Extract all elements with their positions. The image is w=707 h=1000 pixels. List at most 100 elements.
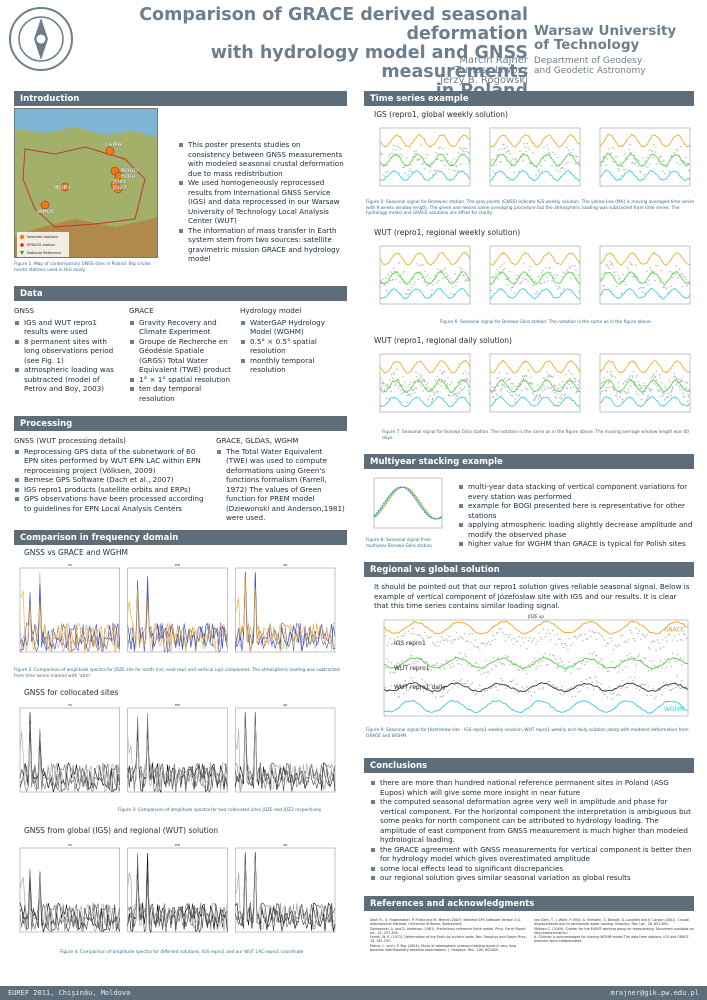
figure-1-caption: Figure 1: Map of contemporary GNSS sites… (14, 262, 151, 273)
regional-series-label: IGS repro1 (394, 640, 426, 647)
poster-header: Comparison of GRACE derived seasonal def… (0, 0, 707, 101)
stacking-plot (366, 474, 446, 536)
data-grace-item: Gravity Recovery and Climate Experiment (129, 318, 231, 337)
intro-bullet: The information of mass transfer in Eart… (178, 226, 344, 264)
panel-title: ew (175, 563, 180, 567)
reference-item: Völksen C. (2009): Charter for the EUREF… (534, 926, 694, 935)
spectrum-panel: up (235, 563, 336, 653)
processing-gnss-heading: GNSS (WUT processing details) (14, 436, 126, 445)
map-label-joze: JOZE (112, 179, 127, 185)
figure-6-caption: Figure 6: Seasonal signal for Borowa Gór… (440, 320, 653, 325)
reference-item: Petrov, L. and J.-P. Boy (2004), Study o… (370, 943, 517, 953)
regional-heading: Regional vs global solution (364, 562, 694, 577)
conclusion-bullet: the GRACE agreement with GNSS measuremen… (370, 845, 694, 864)
data-gnss-heading: GNSS (14, 306, 35, 315)
stacking-bullets: multi-year data stacking of vertical com… (458, 482, 694, 549)
figure-4-caption: Figure 4: Comparison of amplitude spectr… (60, 950, 304, 955)
panel-title: up (283, 563, 288, 567)
processing-gnss: GNSS (WUT processing details) Reprocessi… (14, 436, 210, 513)
spectrum-panel: ns (19, 843, 120, 934)
map-label-bor1: BOR1 (55, 185, 71, 191)
regional-series-label: GRACE (664, 627, 685, 634)
data-grace-heading: GRACE (129, 306, 154, 315)
poster-footer: EUREF 2011, Chişinău, Moldova mrajner@gi… (0, 986, 707, 1000)
regional-plot-title: JOZE up (527, 614, 544, 619)
conclusion-bullet: the computed seasonal deformation agree … (370, 797, 694, 845)
reference-item: Farrell, W. E. (1972), Deformation of th… (370, 935, 528, 944)
map-legend-national: National Reference (27, 251, 62, 255)
conclusion-bullet: some local effects lead to significant d… (370, 864, 694, 874)
freq-sub-3: GNSS from global (IGS) and regional (WUT… (24, 826, 219, 835)
freq-sub-1: GNSS vs GRACE and WGHM (24, 548, 128, 557)
timeseries-row-1 (366, 122, 696, 198)
panel-title: ns (68, 843, 72, 847)
map-label-bogi: BOGI (121, 174, 136, 180)
stacking-bullet: multi-year data stacking of vertical com… (458, 482, 694, 501)
data-gnss-item: atmospheric loading was subtracted (mode… (14, 365, 122, 394)
regional-plot: JOZE up IGS repro1 WUT repro1 WUT repro1 da… (366, 612, 696, 726)
data-hydrology: Hydrology model WaterGAP Hydrology Model… (240, 306, 346, 375)
stacking-bullet: example for BOGI presented here is repre… (458, 501, 694, 520)
poster-title: Comparison of GRACE derived seasonal def… (139, 5, 528, 101)
timeseries-panel (379, 353, 471, 413)
spectrum-panel: ns (19, 703, 120, 794)
data-hydro-heading: Hydrology model (240, 306, 302, 315)
timeseries-panel (489, 127, 581, 187)
spectrum-panel: ew (127, 703, 228, 794)
processing-gnss-item: IGS repro1 products (satellite orbits an… (14, 485, 210, 495)
figure-8-caption: Figure 8: Seasonal signal from multiyear… (366, 538, 432, 549)
data-grace-item: 1° × 1° spatial resolution (129, 375, 231, 385)
processing-heading: Processing (14, 416, 347, 431)
figure-3-caption: Figure 3: Comparison of amplitude spectr… (118, 808, 322, 813)
timeseries-panel (599, 245, 691, 305)
map-label-lama: LAMA (105, 142, 122, 148)
university-name: Warsaw University of Technology (534, 23, 677, 53)
spectrum-panel: ew (127, 563, 228, 654)
intro-heading: Introduction (14, 91, 347, 106)
data-hydro-item: 0.5° × 0.5° spatial resolution (240, 337, 346, 356)
data-grace: GRACE Gravity Recovery and Climate Exper… (129, 306, 231, 403)
spectra-row-1: ns ew up (14, 560, 347, 664)
stacking-bullet: applying atmospheric loading slightly de… (458, 520, 694, 539)
references-heading: References and acknowledgments (364, 896, 694, 911)
data-grace-item: Groupe de Recherche en Géodésie Spatiale… (129, 337, 231, 375)
data-hydro-item: WaterGAP Hydrology Model (WGHM) (240, 318, 346, 337)
references-left: Dach R., U. Hugentobler, P. Fridez and M… (370, 918, 530, 952)
conclusion-bullet: there are more than hundred national ref… (370, 778, 694, 797)
spectra-row-2: ns ew up (14, 700, 347, 804)
processing-gnss-item: Bernese GPS Software (Dach et al., 2007) (14, 475, 210, 485)
spectra-row-3: ns ew up (14, 840, 347, 944)
timeseries-row-3 (366, 348, 696, 424)
timeseries-row-2 (366, 240, 696, 316)
figure-7-caption: Figure 7: Seasonal signal for Borowa Gór… (382, 430, 690, 441)
conclusion-bullet: our regional solution gives similar seas… (370, 873, 694, 883)
panel-title: ns (68, 563, 72, 567)
data-gnss: GNSS IGS and WUT repro1 results were use… (14, 306, 122, 394)
stacking-heading: Multiyear stacking example (364, 454, 694, 469)
timeseries-panel (599, 353, 691, 413)
timeseries-heading: Time series example (364, 91, 694, 106)
data-grace-item: ten day temporal resolution (129, 384, 231, 403)
department-name: Department of Geodesy and Geodetic Astro… (534, 56, 646, 76)
regional-text: It should be pointed out that our repro1… (374, 582, 690, 610)
data-gnss-item: 8 permanent sites with long observations… (14, 337, 122, 366)
freq-sub-2: GNSS for collocated sites (24, 688, 119, 697)
intro-bullet: This poster presents studies on consiste… (178, 140, 344, 178)
figure-9-caption: Figure 9: Seasonal signal for Józefosław… (366, 728, 689, 739)
spectrum-panel: ns (19, 563, 120, 654)
spectrum-panel: ew (127, 843, 228, 934)
map-label-bogo: BOGO (121, 168, 139, 174)
panel-title: up (283, 703, 288, 707)
regional-series-label: WUT repro1 (394, 665, 430, 672)
reference-item: van Dam, T., J. Wahr, P. Milly, A. Shmak… (534, 918, 690, 927)
processing-grace-heading: GRACE, GLDAS, WGHM (216, 436, 299, 445)
conclusions-bullets: there are more than hundred national ref… (370, 778, 694, 883)
data-heading: Data (14, 286, 347, 301)
regional-series-label: WGHM (664, 706, 684, 713)
data-hydro-item: monthly temporal resolution (240, 356, 346, 375)
references-right: van Dam, T., J. Wahr, P. Milly, A. Shmak… (534, 918, 694, 944)
footer-email[interactable]: mrajner@gik.pw.edu.pl (610, 989, 699, 997)
intro-bullet: We used homogeneously reprocessed result… (178, 178, 344, 226)
data-gnss-item: IGS and WUT repro1 results were used (14, 318, 122, 337)
processing-grace-item: The Total Water Equivalent (TWE) was use… (216, 447, 346, 523)
